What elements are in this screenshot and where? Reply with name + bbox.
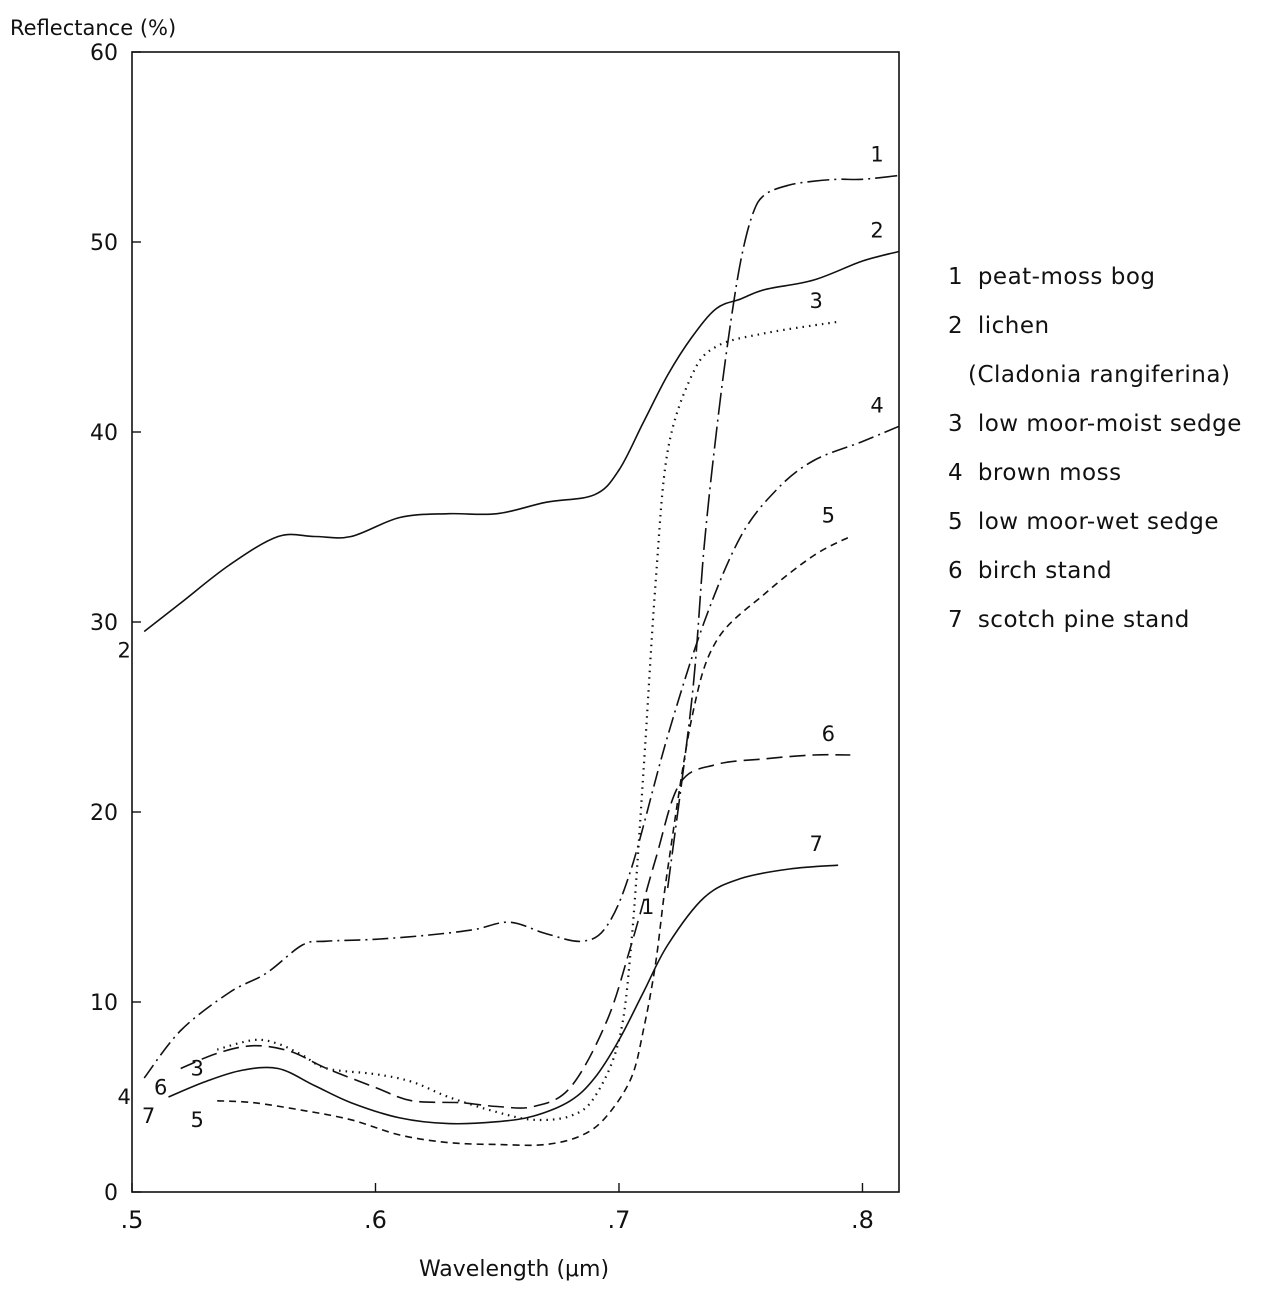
series-start-label-5: 5 <box>191 1108 204 1132</box>
legend-item-1: 1 peat-moss bog <box>948 262 1242 311</box>
series-end-label-1: 1 <box>870 143 883 167</box>
series-start-label-3: 3 <box>191 1057 204 1081</box>
x-tick-label: .6 <box>364 1206 387 1234</box>
series-line-3 <box>216 320 839 1122</box>
legend-item-label: lichen <box>977 313 1050 339</box>
legend-item-number: 1 <box>948 264 964 290</box>
legend-item-number: 2 <box>948 313 964 339</box>
legend-item-4: 4 brown moss <box>948 458 1242 507</box>
legend-item-2-subtitle: (Cladonia rangiferina) <box>948 360 1242 409</box>
x-tick-label: .8 <box>851 1206 874 1234</box>
legend-item-number: 5 <box>948 509 964 535</box>
y-tick-label: 10 <box>90 991 118 1016</box>
legend-item-2: 2 lichen <box>948 311 1242 360</box>
series-line-5 <box>217 535 851 1147</box>
x-tick-label: .7 <box>608 1206 631 1234</box>
legend-item-3: 3 low moor-moist sedge <box>948 409 1242 458</box>
y-tick-label: 60 <box>90 41 118 66</box>
legend: 1 peat-moss bog 2 lichen (Cladonia rangi… <box>948 262 1242 654</box>
series-line-2 <box>143 250 900 633</box>
legend-item-species: (Cladonia rangiferina) <box>968 362 1231 388</box>
legend-item-label: peat-moss bog <box>977 264 1156 290</box>
legend-item-number: 7 <box>948 607 964 633</box>
series-start-label-2: 2 <box>117 639 130 663</box>
y-tick-label: 0 <box>104 1181 118 1206</box>
series-start-label-7: 7 <box>142 1104 155 1128</box>
series-start-label-4: 4 <box>117 1085 130 1109</box>
series-end-label-4: 4 <box>870 393 883 417</box>
legend-item-7: 7 scotch pine stand <box>948 605 1242 654</box>
series-line-4 <box>143 425 900 1079</box>
series-end-label-3: 3 <box>809 289 822 313</box>
y-axis-label: Reflectance (%) <box>10 16 176 40</box>
series-end-label-5: 5 <box>822 504 835 528</box>
series-end-label-2: 2 <box>870 219 883 243</box>
y-tick-label: 20 <box>90 801 118 826</box>
legend-item-5: 5 low moor-wet sedge <box>948 507 1242 556</box>
legend-item-label: birch stand <box>977 558 1113 584</box>
plot-frame <box>131 51 900 1193</box>
series-end-label-7: 7 <box>809 832 822 856</box>
y-tick-label: 50 <box>90 231 118 256</box>
x-axis-label: Wavelength (μm) <box>419 1257 609 1282</box>
series-start-label-1: 1 <box>641 895 654 919</box>
series-end-label-6: 6 <box>822 722 835 746</box>
series-line-6 <box>180 753 851 1109</box>
axes-layer: 0 10 20 30 40 50 60 .5 .6 .7 .8 <box>90 41 874 1234</box>
legend-item-label: brown moss <box>977 460 1122 486</box>
series-line-7 <box>168 864 839 1125</box>
series-line-1 <box>666 174 900 889</box>
series-start-label-6: 6 <box>154 1076 167 1100</box>
legend-item-number: 6 <box>948 558 964 584</box>
legend-item-number: 3 <box>948 411 964 437</box>
legend-item-label: scotch pine stand <box>977 607 1190 633</box>
legend-item-number: 4 <box>948 460 964 486</box>
y-tick-label: 30 <box>90 611 118 636</box>
legend-item-label: low moor-moist sedge <box>977 411 1242 437</box>
legend-item-6: 6 birch stand <box>948 556 1242 605</box>
legend-item-label: low moor-wet sedge <box>977 509 1220 535</box>
y-tick-label: 40 <box>90 421 118 446</box>
x-tick-label: .5 <box>121 1206 144 1234</box>
